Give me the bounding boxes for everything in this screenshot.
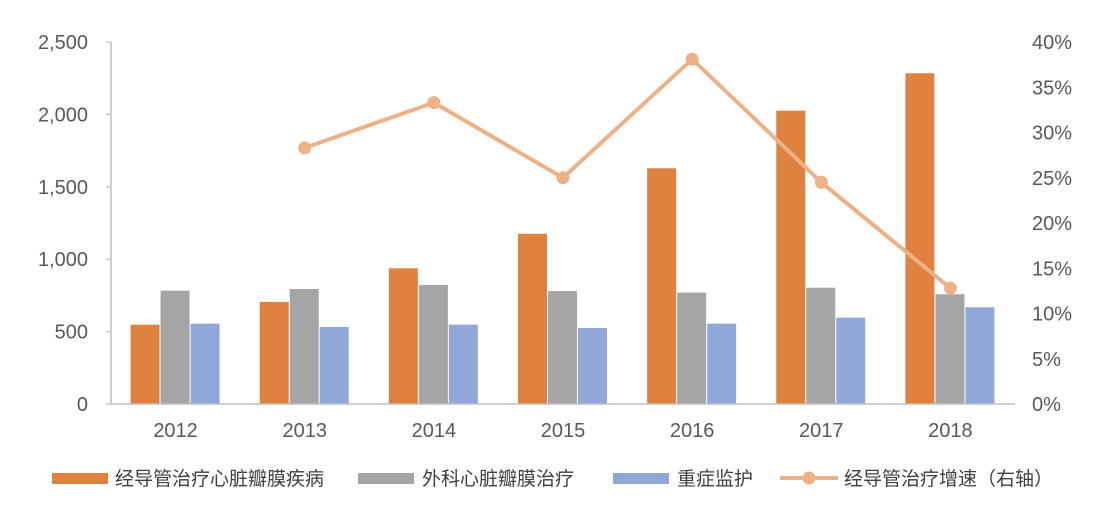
x-axis-tick-label: 2013 <box>282 420 327 442</box>
bar <box>289 289 319 404</box>
bar <box>259 301 289 404</box>
x-axis-tick-label: 2014 <box>412 420 457 442</box>
left-axis-tick-label: 1,500 <box>38 177 88 199</box>
bar <box>388 268 418 404</box>
bar <box>707 323 737 404</box>
left-axis-tick-label: 2,500 <box>38 32 88 54</box>
bar <box>130 324 160 404</box>
right-axis-tick-label: 5% <box>1032 349 1061 371</box>
x-axis-tick-label: 2015 <box>541 420 586 442</box>
x-axis-tick-label: 2012 <box>153 420 198 442</box>
bar <box>647 168 677 404</box>
bar <box>160 290 190 404</box>
right-y-axis: 0% 5% 10% 15% 20% 25% 30% 35% 40% <box>1032 32 1072 416</box>
left-axis-tick-label: 1,000 <box>38 249 88 271</box>
legend-label: 重症监护 <box>677 468 753 490</box>
x-axis: 2012 2013 2014 2015 2016 2017 2018 <box>111 403 1015 442</box>
line-marker <box>943 281 957 295</box>
right-axis-tick-label: 30% <box>1032 123 1072 145</box>
right-axis-tick-label: 10% <box>1032 304 1072 326</box>
left-y-axis: 0 500 1,000 1,500 2,000 2,500 <box>38 32 112 416</box>
bar <box>190 323 220 404</box>
legend-label: 外科心脏瓣膜治疗 <box>422 468 574 490</box>
x-axis-tick-label: 2017 <box>799 420 844 442</box>
left-axis-tick-label: 500 <box>55 322 88 344</box>
growth-line-series <box>298 52 957 295</box>
bar-series-group <box>130 73 995 405</box>
right-axis-tick-label: 40% <box>1032 32 1072 54</box>
legend-label: 经导管治疗心脏瓣膜疾病 <box>115 468 324 490</box>
bar <box>905 73 935 405</box>
legend-marker <box>802 471 816 485</box>
line-marker <box>814 175 828 189</box>
bar <box>965 307 995 404</box>
right-axis-tick-label: 20% <box>1032 213 1072 235</box>
growth-line <box>304 57 952 290</box>
left-axis-tick-label: 2,000 <box>38 104 88 126</box>
legend-swatch <box>52 473 108 484</box>
bar <box>806 287 836 404</box>
line-marker <box>685 52 699 66</box>
line-marker <box>298 141 312 155</box>
right-axis-tick-label: 0% <box>1032 394 1061 416</box>
legend-label: 经导管治疗增速（右轴） <box>844 468 1053 490</box>
bar <box>518 233 547 404</box>
bar <box>677 292 707 404</box>
bar <box>319 326 349 404</box>
line-marker <box>427 96 441 110</box>
legend-swatch <box>358 473 414 484</box>
right-axis-tick-label: 35% <box>1032 77 1072 99</box>
bar <box>448 324 478 404</box>
x-axis-tick-label: 2016 <box>670 420 715 442</box>
bar <box>578 327 607 404</box>
bar <box>776 110 806 405</box>
bar <box>418 284 448 404</box>
x-axis-tick-label: 2018 <box>928 420 973 442</box>
bar <box>836 317 866 404</box>
bar <box>548 291 577 404</box>
right-axis-tick-label: 15% <box>1032 258 1072 280</box>
legend-swatch <box>613 473 669 484</box>
legend: 经导管治疗心脏瓣膜疾病 外科心脏瓣膜治疗 重症监护 经导管治疗增速（右轴） <box>52 468 1053 490</box>
line-marker <box>556 171 570 185</box>
right-axis-tick-label: 25% <box>1032 168 1072 190</box>
left-axis-tick-label: 0 <box>77 394 88 416</box>
bar <box>935 294 965 404</box>
